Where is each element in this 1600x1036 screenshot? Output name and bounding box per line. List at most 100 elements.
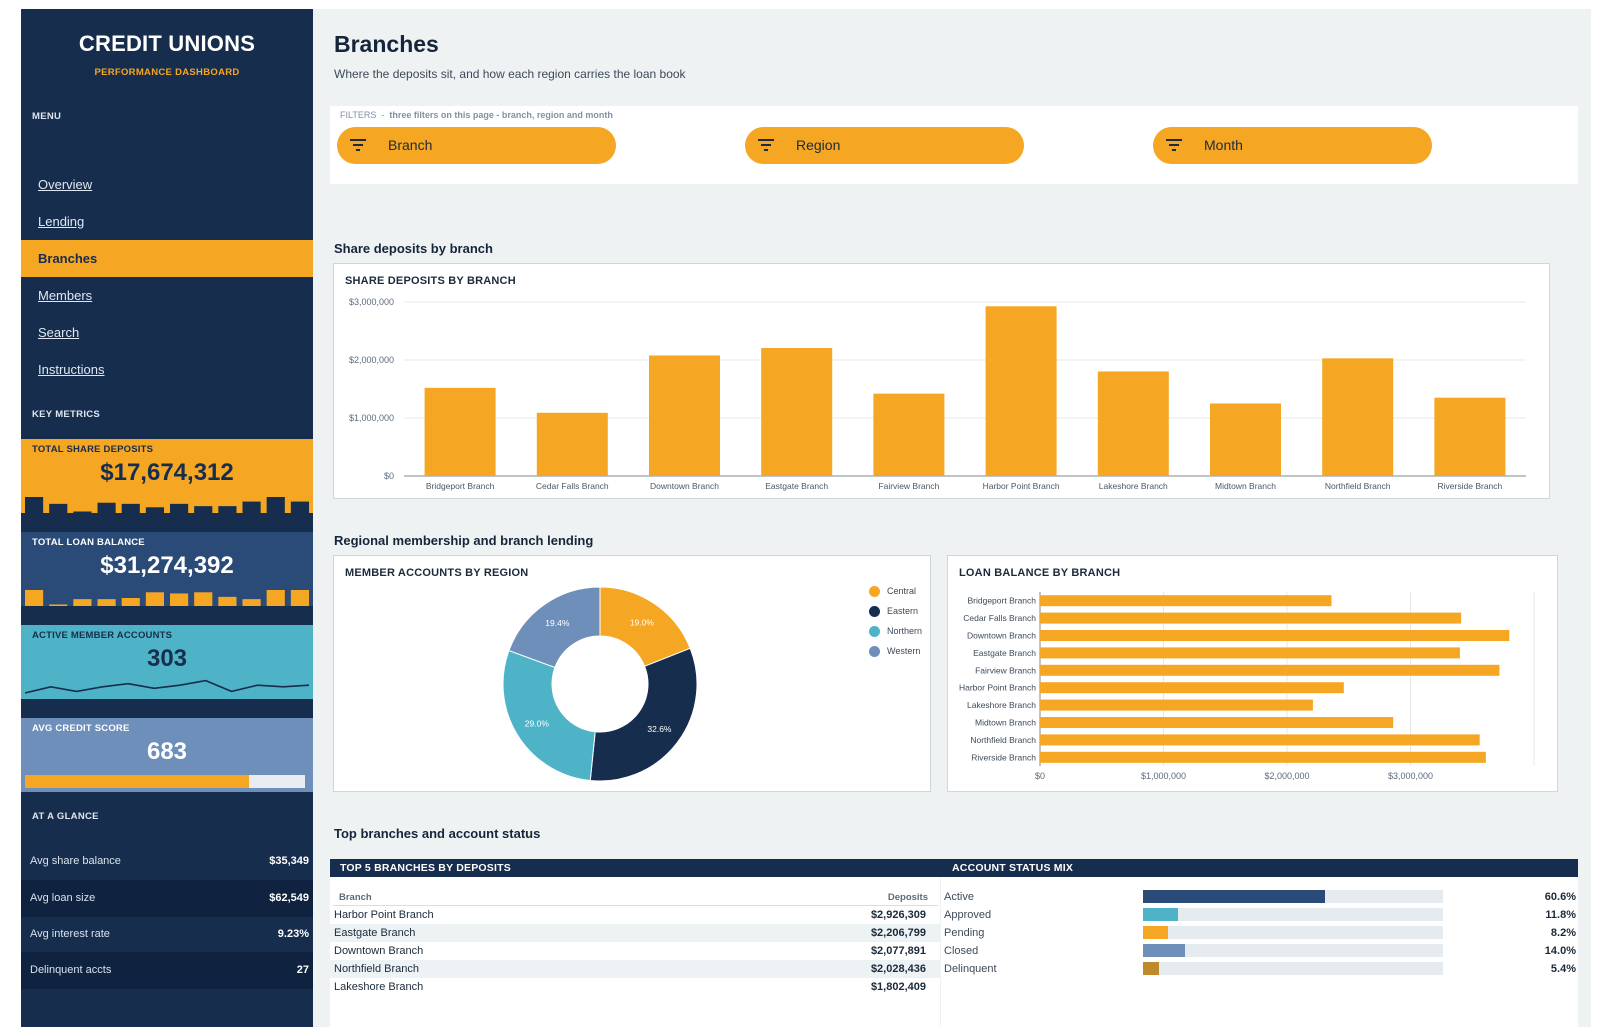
- nav-branches[interactable]: Branches: [21, 240, 313, 277]
- status-label: Closed: [944, 945, 979, 957]
- filter-month-label: Month: [1204, 137, 1243, 153]
- table-row: Northfield Branch $2,028,436: [330, 960, 940, 978]
- top5-header-band: TOP 5 BRANCHES BY DEPOSITS: [330, 859, 941, 877]
- status-row-delinquent: Delinquent 5.4%: [941, 960, 1578, 978]
- kpi-spark-bar: [121, 598, 140, 606]
- donut-slice-central: [599, 586, 691, 667]
- kpi-value: 303: [146, 645, 188, 672]
- kpi-label: AVG CREDIT SCORE: [32, 723, 130, 734]
- kpi-sparkline: [25, 679, 309, 694]
- panel-title: MEMBER ACCOUNTS BY REGION: [345, 567, 529, 579]
- x-tick-label: $0: [1035, 771, 1045, 781]
- row-branch: Harbor Point Branch: [334, 909, 434, 921]
- status-percent: 11.8%: [1545, 909, 1576, 921]
- filters-bar: FILTERS - three filters on this page - b…: [330, 106, 1578, 184]
- share-deposits-chart: $0 $1,000,000 $2,000,000 $3,000,000 Bridgepo…: [349, 297, 1526, 491]
- header-divider: [333, 905, 938, 906]
- glance-value: $35,349: [269, 855, 309, 867]
- legend-label: Eastern: [887, 606, 919, 616]
- filters-note: FILTERS - three filters on this page - b…: [340, 110, 613, 120]
- glance-label: Avg share balance: [30, 855, 121, 867]
- y-tick-label: $0: [384, 471, 394, 481]
- glance-label: Delinquent accts: [30, 964, 112, 976]
- kpi-spark-bar: [194, 592, 213, 606]
- nav-members[interactable]: Members: [38, 288, 93, 303]
- x-tick-label: Cedar Falls Branch: [536, 481, 609, 491]
- credit-score-progress: [25, 775, 305, 788]
- kpi-label: TOTAL LOAN BALANCE: [32, 537, 145, 548]
- legend-item-western: Western: [869, 646, 922, 666]
- status-track: [1143, 926, 1443, 939]
- bar-cedar-falls-branch: [536, 412, 608, 476]
- hbar-bridgeport-branch: [1040, 595, 1332, 607]
- nav-overview[interactable]: Overview: [38, 177, 93, 192]
- hbar-riverside-branch: [1040, 751, 1486, 763]
- glance-value: 27: [296, 964, 309, 976]
- y-tick-label: Eastgate Branch: [973, 648, 1036, 658]
- kpi-value: $31,274,392: [100, 552, 234, 579]
- kpi-spark-bar: [290, 590, 309, 606]
- legend-item-central: Central: [869, 586, 922, 606]
- glance-avg-interest-rate: Avg interest rate 9.23%: [21, 916, 313, 953]
- hbar-harbor-point-branch: [1040, 682, 1344, 694]
- hbar-cedar-falls-branch: [1040, 612, 1462, 624]
- legend-label: Western: [887, 646, 921, 656]
- status-track: [1143, 908, 1443, 921]
- kpi-spark-bar: [170, 593, 189, 606]
- nav-instructions[interactable]: Instructions: [38, 362, 105, 377]
- row-deposits: $2,077,891: [870, 945, 926, 957]
- credit-score-progress-fill: [25, 775, 249, 788]
- kpi-label: TOTAL SHARE DEPOSITS: [32, 444, 154, 455]
- status-fill: [1143, 926, 1168, 939]
- table-row: Eastgate Branch $2,206,799: [330, 924, 940, 942]
- bar-lakeshore-branch: [1097, 371, 1169, 476]
- filter-branch[interactable]: Branch: [337, 127, 616, 164]
- kpi-value: $17,674,312: [100, 459, 234, 486]
- page-subtitle: Where the deposits sit, and how each reg…: [334, 67, 686, 81]
- section-title-deposits: Share deposits by branch: [334, 241, 493, 256]
- kpi-spark-bar: [266, 590, 285, 606]
- filter-icon: [758, 139, 774, 151]
- legend-item-eastern: Eastern: [869, 606, 922, 626]
- y-tick-label: Downtown Branch: [967, 631, 1036, 641]
- bar-fairview-branch: [873, 393, 945, 476]
- row-branch: Eastgate Branch: [334, 927, 416, 939]
- kpi-spark-bar: [49, 604, 68, 606]
- y-tick-label: Bridgeport Branch: [967, 596, 1036, 606]
- status-percent: 5.4%: [1550, 963, 1576, 975]
- panel-title: LOAN BALANCE BY BRANCH: [959, 567, 1121, 579]
- table-row: Lakeshore Branch $1,802,409: [330, 978, 940, 996]
- kpi-spark-bar: [242, 599, 261, 606]
- legend-swatch: [869, 646, 880, 657]
- filter-region-label: Region: [796, 137, 841, 153]
- status-track: [1143, 890, 1443, 903]
- kpi-spark-bar: [49, 503, 68, 513]
- sidebar: CREDIT UNIONS PERFORMANCE DASHBOARD MENU…: [21, 9, 313, 1027]
- section-title-top: Top branches and account status: [334, 826, 541, 841]
- x-tick-label: Northfield Branch: [1325, 481, 1391, 491]
- table-row: Harbor Point Branch $2,926,309: [330, 906, 940, 924]
- kpi-spark-bar: [170, 503, 189, 513]
- x-tick-label: $3,000,000: [1388, 771, 1433, 781]
- nav-search[interactable]: Search: [38, 325, 80, 340]
- x-tick-label: Bridgeport Branch: [426, 481, 495, 491]
- nav-lending[interactable]: Lending: [38, 214, 85, 229]
- kpi-value: 683: [146, 738, 188, 765]
- member-accounts-panel: MEMBER ACCOUNTS BY REGION 19.0% 32.6% 29.0…: [333, 555, 931, 792]
- kpi-sparkline: [25, 497, 309, 513]
- column-header-branch: Branch: [339, 892, 372, 903]
- hbar-midtown-branch: [1040, 717, 1394, 728]
- status-track: [1143, 944, 1443, 957]
- y-tick-label: $1,000,000: [349, 413, 394, 423]
- kpi-spark-bar: [121, 503, 140, 513]
- y-tick-label: Riverside Branch: [971, 752, 1036, 762]
- glance-value: 9.23%: [277, 928, 309, 940]
- kpi-spark-bar: [242, 501, 261, 513]
- status-fill: [1143, 908, 1179, 921]
- table-row: Downtown Branch $2,077,891: [330, 942, 940, 960]
- kpi-spark-bar: [218, 506, 237, 513]
- hbar-fairview-branch: [1040, 664, 1500, 676]
- filter-month[interactable]: Month: [1153, 127, 1432, 164]
- filter-region[interactable]: Region: [745, 127, 1024, 164]
- bar-eastgate-branch: [761, 348, 833, 476]
